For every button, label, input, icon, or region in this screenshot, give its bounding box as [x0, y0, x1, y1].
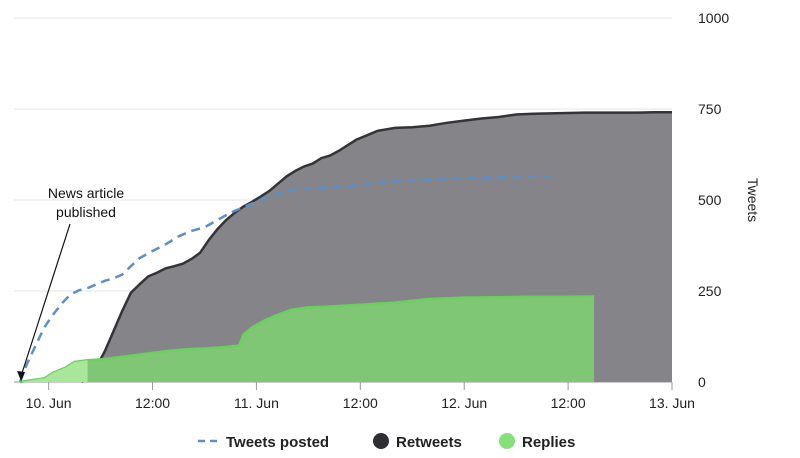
- legend-label: Replies: [522, 434, 575, 451]
- y-tick-label: 1000: [698, 10, 729, 26]
- tweets-posted-line: [18, 175, 551, 383]
- legend-item-tweets-posted[interactable]: Tweets posted: [198, 434, 329, 451]
- x-tick-label: 11. Jun: [234, 395, 279, 411]
- series-areas: [19, 111, 672, 384]
- retweets-line: [80, 111, 672, 383]
- x-axis: 10. Jun 12:00 11. Jun 12:00 12. Jun 12:00 13. …: [26, 382, 695, 411]
- legend-symbol-dot: [499, 433, 515, 449]
- legend-label: Retweets: [396, 434, 462, 451]
- annotation-line-1: News article: [48, 185, 124, 201]
- annotation-arrowhead: [17, 371, 26, 381]
- y-axis-title: Tweets: [745, 178, 761, 222]
- legend-label: Tweets posted: [226, 434, 329, 451]
- replies-area: [20, 296, 595, 382]
- y-tick-label: 500: [698, 192, 722, 208]
- y-tick-label: 250: [698, 283, 722, 299]
- legend[interactable]: Tweets posted Retweets Replies: [198, 433, 575, 451]
- legend-item-retweets[interactable]: Retweets: [373, 433, 462, 451]
- annotation-news-article: News article published: [17, 185, 124, 381]
- x-tick-label: 12:00: [135, 395, 170, 411]
- annotation-line-2: published: [56, 204, 116, 220]
- y-tick-label: 750: [698, 101, 722, 117]
- x-tick-label: 13. Jun: [649, 395, 695, 411]
- replies-early-area: [20, 360, 88, 382]
- x-tick-label: 12:00: [551, 395, 586, 411]
- y-tick-label: 0: [698, 374, 706, 390]
- x-tick-label: 12:00: [343, 395, 378, 411]
- legend-item-replies[interactable]: Replies: [499, 433, 575, 451]
- y-axis: 0 250 500 750 1000: [698, 10, 729, 390]
- legend-symbol-dot: [373, 433, 389, 449]
- x-tick-label: 12. Jun: [441, 395, 487, 411]
- x-tick-label: 10. Jun: [26, 395, 72, 411]
- annotation-arrow: [20, 223, 71, 377]
- series-lines: [18, 175, 551, 383]
